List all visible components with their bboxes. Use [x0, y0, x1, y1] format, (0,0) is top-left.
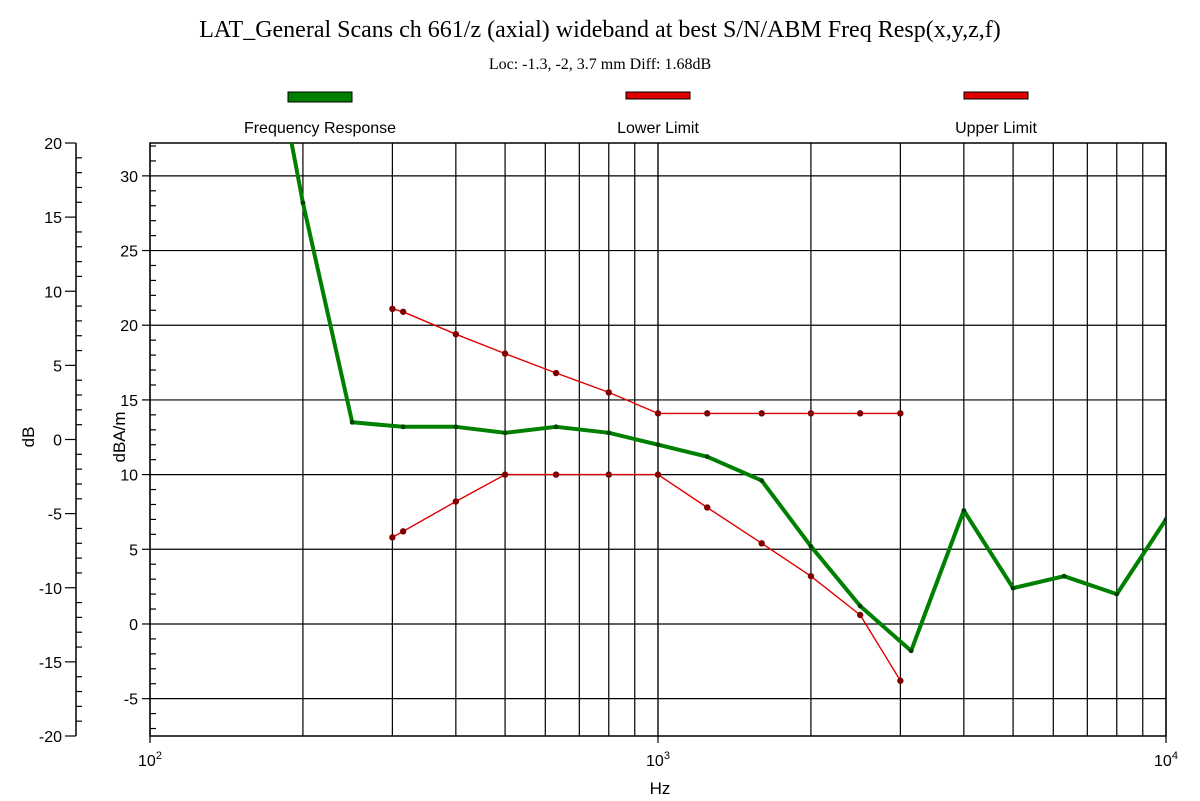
- data-point: [503, 430, 508, 435]
- data-point: [655, 471, 661, 477]
- y-left-tick-label: -20: [39, 729, 62, 746]
- data-point: [400, 528, 406, 534]
- y-left-tick-label: -5: [48, 507, 62, 524]
- y-right-tick-label: -5: [124, 692, 138, 709]
- data-point: [705, 454, 710, 459]
- data-point: [453, 331, 459, 337]
- series-group: [292, 143, 1169, 684]
- data-point: [606, 471, 612, 477]
- chart-title: LAT_General Scans ch 661/z (axial) wideb…: [199, 17, 1001, 43]
- data-point: [389, 534, 395, 540]
- data-point: [759, 478, 764, 483]
- series-line: [392, 475, 900, 681]
- data-point: [606, 430, 611, 435]
- data-point: [554, 424, 559, 429]
- data-point: [857, 410, 863, 416]
- data-point: [400, 309, 406, 315]
- data-point: [350, 420, 355, 425]
- plot-area: [150, 143, 1168, 736]
- data-point: [502, 471, 508, 477]
- x-tick-label: 102: [138, 750, 162, 770]
- data-point: [453, 498, 459, 504]
- data-point: [704, 504, 710, 510]
- y-axis-label-left: dB: [19, 427, 38, 448]
- data-point: [656, 442, 661, 447]
- data-point: [909, 648, 914, 653]
- y-right-tick-label: 0: [129, 617, 138, 634]
- y-left-tick-label: 15: [44, 210, 62, 227]
- y-axis-label-right: dBA/m: [110, 411, 129, 462]
- data-point: [401, 424, 406, 429]
- y-right-tick-label: 30: [120, 169, 138, 186]
- data-point: [704, 410, 710, 416]
- data-point: [1114, 592, 1119, 597]
- data-point: [857, 612, 863, 618]
- legend-swatch: [288, 92, 352, 102]
- series-line: [292, 143, 1166, 651]
- y-right-tick-label: 20: [120, 318, 138, 335]
- y-left-tick-label: 5: [53, 358, 62, 375]
- y-left-tick-label: 10: [44, 284, 62, 301]
- data-point: [1011, 586, 1016, 591]
- y-left-tick-label: 0: [53, 433, 62, 450]
- legend-label: Upper Limit: [955, 120, 1037, 137]
- y-left-tick-label: -10: [39, 581, 62, 598]
- data-point: [809, 544, 814, 549]
- data-point: [858, 604, 863, 609]
- x-tick-label: 103: [646, 750, 670, 770]
- data-point: [758, 410, 764, 416]
- data-point: [897, 678, 903, 684]
- y-left-tick-label: -15: [39, 655, 62, 672]
- data-point: [1062, 574, 1067, 579]
- x-tick-label: 104: [1154, 750, 1178, 770]
- data-point: [897, 410, 903, 416]
- data-point: [758, 540, 764, 546]
- data-point: [389, 306, 395, 312]
- data-point: [961, 508, 966, 513]
- series-line: [392, 309, 900, 414]
- data-point: [301, 200, 306, 205]
- y-right-tick-label: 10: [120, 468, 138, 485]
- y-left-tick-label: 20: [44, 136, 62, 153]
- data-point: [606, 389, 612, 395]
- y-right-tick-label: 15: [120, 393, 138, 410]
- data-point: [808, 573, 814, 579]
- data-point: [502, 350, 508, 356]
- legend: Frequency Response Lower Limit Upper Limit: [244, 92, 1038, 137]
- chart-subtitle: Loc: -1.3, -2, 3.7 mm Diff: 1.68dB: [489, 56, 711, 73]
- legend-label: Lower Limit: [617, 120, 699, 137]
- y-right-tick-label: 25: [120, 244, 138, 261]
- data-point: [808, 410, 814, 416]
- x-axis-label: Hz: [650, 779, 671, 798]
- legend-swatch: [626, 92, 690, 99]
- legend-label: Frequency Response: [244, 120, 396, 137]
- y-right-tick-label: 5: [129, 542, 138, 559]
- data-point: [553, 370, 559, 376]
- legend-swatch: [964, 92, 1028, 99]
- data-point: [453, 424, 458, 429]
- data-point: [655, 410, 661, 416]
- data-point: [1164, 517, 1169, 522]
- data-point: [553, 471, 559, 477]
